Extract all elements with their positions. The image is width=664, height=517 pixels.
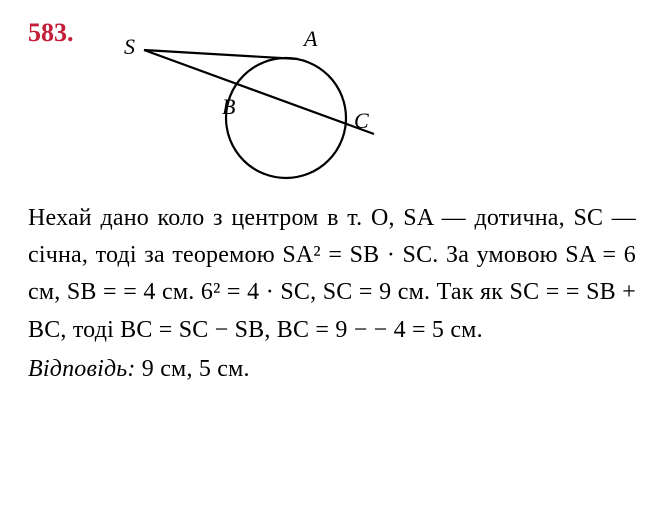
geometry-figure: S A B C bbox=[116, 18, 416, 188]
problem-number: 583. bbox=[28, 18, 74, 48]
svg-text:S: S bbox=[124, 34, 135, 59]
answer-value: 9 см, 5 см. bbox=[136, 356, 250, 382]
answer-line: Відповідь: 9 см, 5 см. bbox=[28, 351, 636, 388]
svg-text:C: C bbox=[354, 108, 369, 133]
solution-paragraph: Нехай дано коло з центром в т. O, SA — д… bbox=[28, 200, 636, 349]
svg-text:A: A bbox=[302, 26, 318, 51]
svg-text:B: B bbox=[222, 94, 235, 119]
solution-body: Нехай дано коло з центром в т. O, SA — д… bbox=[28, 200, 636, 388]
answer-label: Відповідь: bbox=[28, 356, 136, 382]
